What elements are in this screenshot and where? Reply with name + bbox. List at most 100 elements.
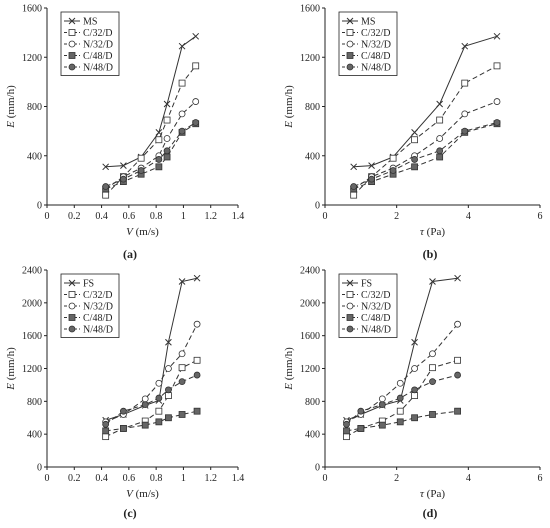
- data-point: [155, 163, 163, 171]
- data-point: [163, 153, 171, 161]
- data-point: [102, 427, 110, 435]
- panel-a: 0 0.2 0.4 0.6 0.8 1 1.2 1.4 0 400 800 1200 1600 V (m/…: [5, 4, 244, 262]
- data-point: [429, 364, 436, 372]
- data-point: [165, 414, 172, 422]
- data-point: [493, 119, 501, 126]
- legend-entry: C/48/D: [83, 313, 112, 324]
- y-tick-label: 2000: [300, 298, 320, 309]
- legend-marker: [346, 302, 354, 310]
- data-point: [102, 191, 110, 199]
- data-point: [493, 32, 501, 40]
- y-tick-label: 800: [305, 102, 320, 113]
- x-tick-label: 0.6: [123, 473, 136, 484]
- data-point: [454, 320, 461, 328]
- data-point: [411, 338, 418, 346]
- legend-entry: N/48/D: [361, 63, 391, 74]
- x-tick-label: 1.4: [232, 211, 245, 222]
- data-point: [178, 79, 186, 87]
- series-n-48-d: [350, 119, 501, 190]
- x-tick-label: 1: [181, 211, 186, 222]
- legend-marker: [68, 29, 76, 36]
- data-point: [141, 401, 149, 409]
- legend-entry: C/48/D: [83, 51, 112, 62]
- data-point: [120, 162, 127, 169]
- data-point: [493, 62, 501, 70]
- x-tick-label: 0.8: [150, 473, 163, 484]
- series-n-48-d: [102, 119, 200, 190]
- series-line: [353, 122, 498, 187]
- data-point: [436, 153, 444, 161]
- panel-label: (d): [423, 506, 438, 520]
- x-tick-label: 0.4: [95, 473, 108, 484]
- y-tick-label: 1200: [22, 364, 42, 375]
- legend-marker: [68, 291, 76, 298]
- legend-marker: [346, 63, 354, 71]
- panel-d: 0 2 4 6 0 400 800 1200 1600 2000 2400 τ (Pa) E (mm/h…: [283, 266, 543, 521]
- x-axis-variable: V: [126, 488, 134, 500]
- y-axis-variable: E: [5, 383, 17, 391]
- legend-marker: [346, 29, 354, 36]
- panel-label: (a): [123, 247, 137, 261]
- y-axis-label: E (mm/h): [5, 347, 17, 391]
- x-tick-label: 0.6: [123, 211, 136, 222]
- data-point: [165, 392, 172, 399]
- legend-marker: [346, 52, 354, 59]
- data-point: [141, 421, 149, 429]
- y-tick-label: 2000: [22, 298, 42, 309]
- data-point: [165, 386, 172, 394]
- x-tick-label: 0.4: [95, 211, 108, 222]
- data-point: [411, 414, 418, 422]
- data-point: [163, 116, 171, 124]
- legend-marker: [346, 40, 354, 48]
- x-tick-label: 0: [45, 211, 50, 222]
- x-axis-unit: (Pa): [424, 226, 445, 238]
- data-point: [461, 79, 469, 87]
- y-axis-unit: (mm/h): [5, 347, 17, 383]
- x-tick-label: 1.2: [204, 473, 217, 484]
- y-tick-label: 1600: [22, 331, 42, 342]
- y-axis-unit: (mm/h): [283, 347, 295, 383]
- data-point: [163, 135, 171, 142]
- data-point: [155, 136, 163, 144]
- data-point: [368, 175, 375, 183]
- legend-marker: [68, 40, 76, 48]
- y-axis-label: E (mm/h): [5, 85, 17, 129]
- x-tick-label: 1.4: [232, 473, 245, 484]
- legend-entry: N/48/D: [361, 325, 391, 336]
- y-tick-label: 800: [27, 102, 42, 113]
- series-line: [353, 65, 498, 196]
- data-point: [193, 407, 201, 415]
- data-point: [120, 175, 127, 183]
- data-point: [411, 365, 418, 372]
- data-point: [343, 420, 350, 428]
- y-axis-variable: E: [283, 383, 295, 391]
- x-tick-label: 6: [538, 211, 543, 222]
- data-point: [454, 407, 461, 415]
- x-tick-label: 4: [466, 211, 471, 222]
- data-point: [461, 127, 469, 135]
- legend-marker: [346, 291, 354, 298]
- x-axis-variable: τ: [420, 488, 425, 500]
- data-point: [193, 274, 201, 282]
- data-point: [155, 407, 163, 415]
- data-point: [429, 278, 436, 285]
- legend-marker: [68, 17, 76, 25]
- data-point: [137, 154, 145, 162]
- legend-entry: FS: [361, 279, 372, 290]
- x-axis-unit: (m/s): [133, 488, 159, 500]
- legend-marker: [68, 325, 76, 333]
- legend-marker: [346, 279, 354, 287]
- series-line: [105, 323, 198, 423]
- data-point: [343, 433, 350, 441]
- data-point: [411, 386, 418, 394]
- data-point: [396, 379, 404, 387]
- legend: FSC/32/DN/32/DC/48/DN/48/D: [338, 273, 398, 338]
- data-point: [165, 338, 172, 346]
- legend-entry: C/32/D: [83, 28, 112, 39]
- legend-marker: [346, 17, 354, 25]
- panel-label: (b): [423, 247, 438, 261]
- y-tick-label: 1600: [300, 4, 320, 15]
- data-point: [357, 407, 365, 415]
- legend: FSC/32/DN/32/DC/48/DN/48/D: [60, 273, 120, 338]
